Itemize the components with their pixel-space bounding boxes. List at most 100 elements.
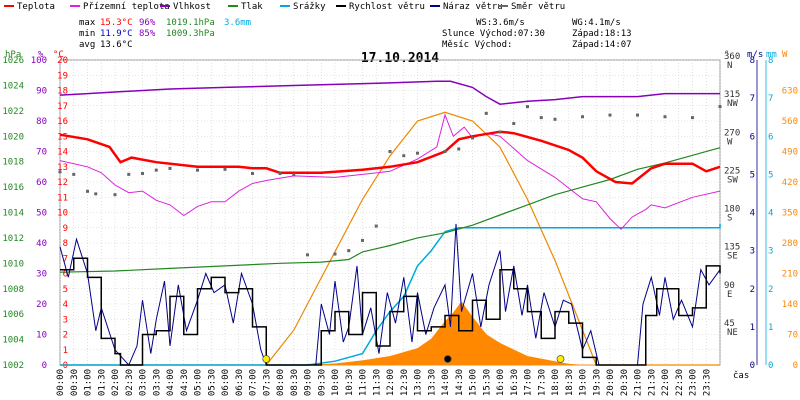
series-wind-direction-point — [333, 252, 337, 256]
tick-label-w: 210 — [782, 270, 798, 280]
tick-label-mm: 2 — [768, 285, 773, 295]
markers — [262, 355, 565, 363]
stat-min-humidity: 85% — [139, 29, 156, 39]
tick-label-time: 06:00 — [221, 369, 231, 396]
chart-title: 17.10.2014 — [361, 51, 439, 66]
tick-label-pct: 60 — [36, 178, 47, 188]
tick-label-degc: 14 — [57, 148, 68, 158]
tick-label-time: 21:30 — [647, 369, 657, 396]
tick-label-pct: 40 — [36, 239, 47, 249]
series-solar-theoretical — [60, 111, 720, 366]
tick-label-pct: 70 — [36, 148, 47, 158]
tick-label-time: 22:30 — [675, 369, 685, 396]
stats-panel: max 15.3°C 96% 1019.1hPa 3.6mm min 11.9°C 85% 10… — [79, 18, 632, 50]
stat-rain: 3.6mm — [224, 18, 251, 28]
tick-label-time: 08:00 — [276, 369, 286, 396]
tick-label-ms: 7 — [750, 94, 755, 104]
axis-unit-mm: mm — [766, 50, 777, 60]
tick-label-hpa: 1024 — [2, 81, 24, 91]
tick-label-time: 11:30 — [372, 369, 382, 396]
tick-label-hpa: 1020 — [2, 132, 24, 142]
tick-label-w: 280 — [782, 239, 798, 249]
tick-label-mm: 3 — [768, 247, 773, 257]
tick-label-time: 09:30 — [317, 369, 327, 396]
series-ground-temperature — [59, 113, 721, 231]
tick-label-time: 20:00 — [606, 369, 616, 396]
tick-label-time: 09:00 — [304, 369, 314, 396]
series-wind-direction-point — [553, 117, 557, 121]
tick-label-time: 15:00 — [469, 369, 479, 396]
tick-label-time: 23:00 — [689, 369, 699, 396]
tick-label-time: 19:00 — [579, 369, 589, 396]
tick-label-time: 07:00 — [249, 369, 259, 396]
tick-label-time: 15:30 — [482, 369, 492, 396]
tick-label-time: 05:30 — [207, 369, 217, 396]
tick-label-degc: 1 — [63, 346, 68, 356]
tick-label-dir-name: W — [727, 137, 733, 147]
tick-label-mm: 1 — [768, 323, 773, 333]
tick-label-dir: 90 — [724, 281, 735, 291]
series-wind-direction-point — [539, 116, 543, 120]
tick-label-ms: 8 — [750, 56, 755, 66]
tick-label-pct: 20 — [36, 300, 47, 310]
tick-label-dir: 360 — [724, 52, 740, 62]
series-wind-direction-point — [498, 130, 502, 134]
tick-label-degc: 17 — [57, 102, 68, 112]
tick-label-time: 10:30 — [345, 369, 355, 396]
tick-label-pct: 10 — [36, 331, 47, 341]
series-wind-direction-point — [113, 193, 117, 197]
stat-label: min — [79, 29, 95, 39]
axis-unit-time: čas — [733, 370, 749, 381]
axis-unit-hpa: hPa — [5, 50, 21, 60]
tick-label-dir-name: SE — [727, 252, 738, 262]
axis-unit-pct: % — [38, 50, 44, 60]
tick-label-degc: 11 — [57, 193, 68, 203]
tick-label-dir-name: N — [727, 61, 732, 71]
axis-unit-w: W — [782, 50, 788, 60]
tick-label-time: 06:30 — [235, 369, 245, 396]
tick-label-w: 630 — [782, 87, 798, 97]
tick-label-degc: 16 — [57, 117, 68, 127]
legend-label: Srážky — [293, 2, 326, 12]
tick-label-time: 08:30 — [290, 369, 300, 396]
stat-wind-speed: WS:3.6m/s — [476, 18, 525, 28]
tick-label-degc: 8 — [63, 239, 68, 249]
tick-label-hpa: 1004 — [2, 336, 24, 346]
tick-label-time: 17:30 — [537, 369, 547, 396]
tick-label-dir-name: SW — [727, 175, 738, 185]
tick-label-time: 13:30 — [427, 369, 437, 396]
tick-label-degc: 20 — [57, 56, 68, 66]
tick-label-time: 17:00 — [524, 369, 534, 396]
stat-sunrise: Slunce Východ:07:30 — [442, 29, 545, 39]
stat-min-temp: 11.9°C — [100, 29, 133, 39]
series-wind-direction-point — [292, 172, 296, 176]
tick-label-pct: 0 — [42, 361, 47, 371]
tick-label-time: 01:00 — [84, 369, 94, 396]
series-wind-direction-point — [251, 172, 254, 176]
tick-label-time: 04:00 — [166, 369, 176, 396]
series-wind-direction-point — [663, 115, 667, 119]
series-wind-direction-point — [416, 151, 419, 155]
series-layer — [58, 80, 722, 366]
tick-label-degc: 5 — [63, 285, 68, 295]
tick-label-mm: 5 — [768, 170, 773, 180]
series-solar — [60, 301, 720, 366]
stat-sunset: Západ:18:13 — [572, 29, 632, 39]
series-humidity — [59, 80, 720, 105]
tick-label-w: 70 — [787, 331, 798, 341]
tick-label-time: 18:00 — [551, 369, 561, 396]
series-wind-direction-point — [526, 105, 529, 109]
series-wind-direction-point — [58, 170, 62, 174]
series-wind-direction-point — [223, 167, 227, 171]
tick-label-w: 420 — [782, 178, 798, 188]
tick-label-time: 00:00 — [56, 369, 66, 396]
marker-sunset — [556, 355, 565, 363]
stat-moonrise: Měsíc Východ: — [442, 40, 512, 50]
tick-label-dir: 135 — [724, 243, 740, 253]
series-wind-direction-point — [94, 192, 98, 196]
tick-label-w: 490 — [782, 148, 798, 158]
legend-label: Přízemní teplota — [83, 2, 170, 12]
stat-moonset: Západ:14:07 — [572, 40, 632, 50]
tick-label-time: 03:30 — [152, 369, 162, 396]
